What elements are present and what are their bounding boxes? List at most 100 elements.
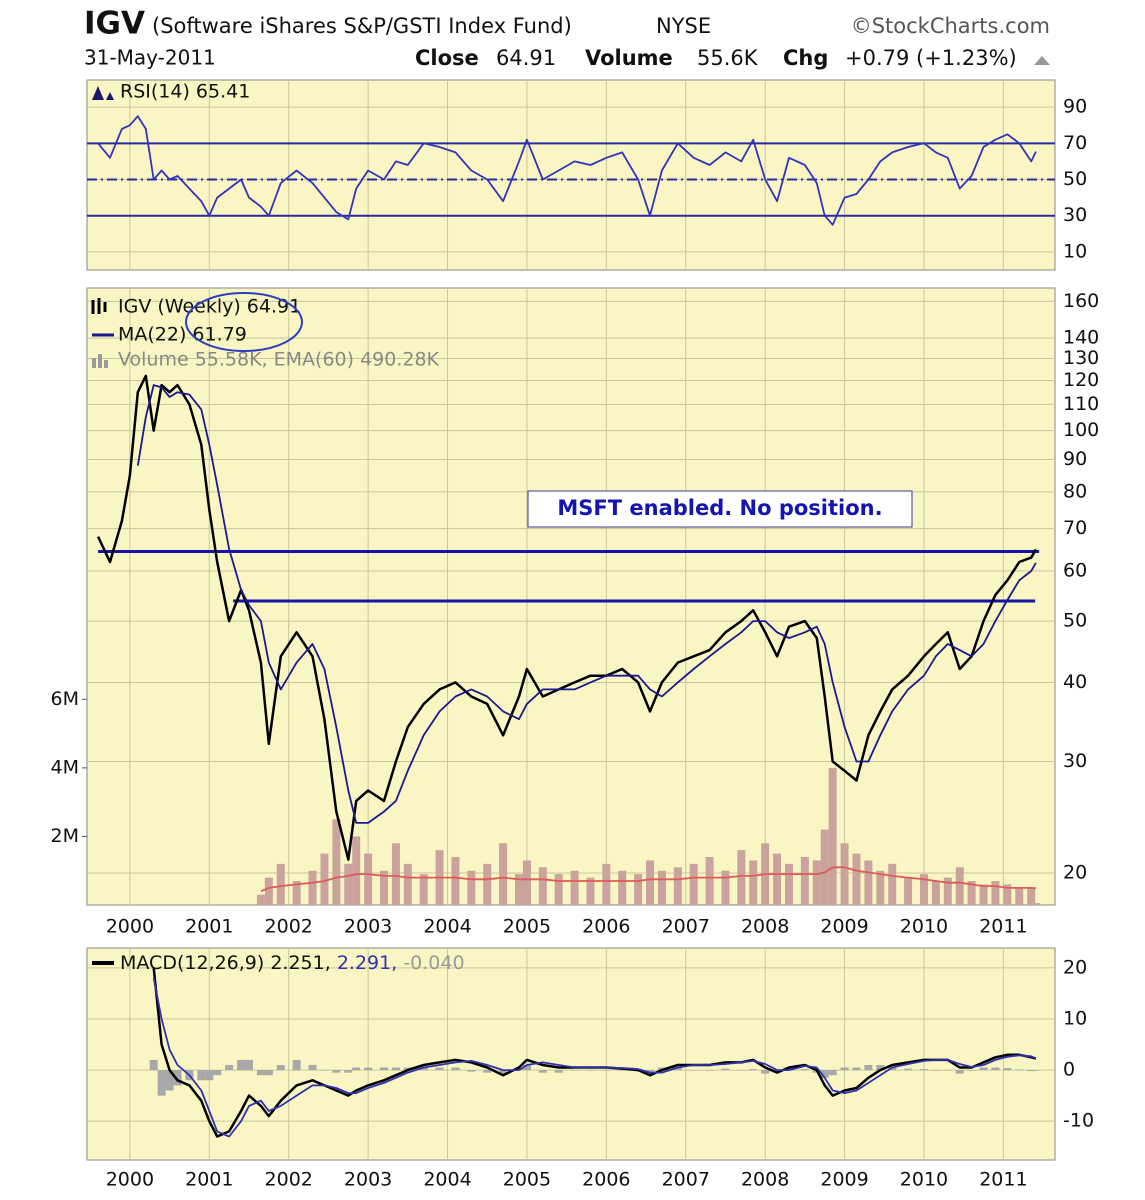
bar xyxy=(646,860,655,905)
y-tick-label: 40 xyxy=(1063,671,1087,693)
x-tick-label: 2005 xyxy=(503,916,551,938)
legend-text: IGV (Weekly) 64.91 xyxy=(118,296,301,318)
y-tick-label: 110 xyxy=(1063,393,1099,415)
bar xyxy=(344,1070,353,1073)
x-tick-label: 2000 xyxy=(106,916,154,938)
bar xyxy=(1015,887,1024,905)
bar xyxy=(705,1070,714,1071)
bar xyxy=(864,1064,873,1071)
stat-value: +0.79 (+1.23%) xyxy=(845,46,1017,70)
bar xyxy=(967,1070,976,1071)
bar xyxy=(721,1068,730,1071)
bar xyxy=(967,881,976,905)
stat-value: 64.91 xyxy=(496,46,556,70)
bar xyxy=(165,1070,174,1091)
y-tick-label: 160 xyxy=(1063,290,1099,312)
bar xyxy=(554,1070,563,1073)
bar xyxy=(332,819,341,905)
bar xyxy=(852,1067,861,1071)
y-tick-label: 0 xyxy=(1063,1059,1075,1081)
bar xyxy=(943,1070,952,1071)
x-tick-label: 2004 xyxy=(423,1169,471,1191)
bar xyxy=(320,853,329,905)
bar xyxy=(737,850,746,905)
bar xyxy=(554,874,563,905)
y-tick-label: 90 xyxy=(1063,96,1087,118)
y-tick-label: 70 xyxy=(1063,132,1087,154)
bar xyxy=(213,1070,222,1076)
up-arrow xyxy=(1034,56,1050,65)
y-tick-label: 80 xyxy=(1063,480,1087,502)
bar xyxy=(467,1070,476,1072)
bar xyxy=(955,1070,964,1074)
bar xyxy=(364,1067,373,1071)
bar xyxy=(761,1070,770,1074)
y-tick-label: 140 xyxy=(1063,327,1099,349)
bar xyxy=(689,863,698,905)
y-tick-label: 10 xyxy=(1063,1008,1087,1030)
bar xyxy=(602,863,611,905)
bar xyxy=(205,1070,214,1081)
bar xyxy=(522,860,531,905)
bar xyxy=(784,863,793,905)
x-tick-label: 2002 xyxy=(265,1169,313,1191)
annotation-box xyxy=(527,490,913,528)
bar xyxy=(538,1070,547,1073)
y-tick-label: 50 xyxy=(1063,168,1087,190)
bar xyxy=(673,867,682,905)
bar xyxy=(931,881,940,905)
bar xyxy=(256,1070,265,1076)
y2-tick-label: 2M xyxy=(51,825,79,847)
bar xyxy=(538,867,547,905)
bar xyxy=(773,853,782,905)
panel-bg xyxy=(86,287,1056,906)
x-tick-label: 2001 xyxy=(185,916,233,938)
bar xyxy=(991,1067,1000,1071)
y-tick-label: 120 xyxy=(1063,369,1099,391)
bar xyxy=(1031,1070,1040,1071)
y-tick-label: -10 xyxy=(1063,1110,1094,1132)
legend-text: RSI(14) 65.41 xyxy=(120,81,250,103)
y2-tick-label: 4M xyxy=(51,756,79,778)
bar xyxy=(276,1064,285,1071)
bar xyxy=(149,1059,158,1071)
series-line xyxy=(260,866,1036,893)
bar xyxy=(451,1067,460,1071)
bar xyxy=(1031,903,1040,905)
bar xyxy=(888,1067,897,1071)
series-line xyxy=(136,384,1037,824)
bar xyxy=(292,1059,301,1071)
bar xyxy=(344,863,353,905)
bar xyxy=(904,1068,913,1071)
bar xyxy=(586,877,595,905)
x-tick-label: 2004 xyxy=(423,916,471,938)
bar xyxy=(979,884,988,905)
bar xyxy=(364,853,373,905)
bar xyxy=(1003,1068,1012,1071)
bar xyxy=(1003,884,1012,905)
bar xyxy=(749,860,758,905)
fund-name: (Software iShares S&P/GSTI Index Fund) xyxy=(152,14,572,38)
bar xyxy=(820,829,829,905)
bar xyxy=(292,881,301,905)
x-tick-label: 2005 xyxy=(503,1169,551,1191)
legend-text: 2.291, xyxy=(337,952,397,974)
bar xyxy=(618,1070,627,1071)
stat-label: Chg xyxy=(783,46,828,70)
x-tick-label: 2003 xyxy=(344,916,392,938)
bar xyxy=(522,1064,531,1071)
bar xyxy=(646,1070,655,1073)
bar xyxy=(828,767,837,905)
bar xyxy=(499,1070,508,1076)
highlight-ellipse xyxy=(185,292,303,352)
bar xyxy=(904,877,913,905)
bar xyxy=(852,853,861,905)
x-tick-label: 2008 xyxy=(741,1169,789,1191)
series-line xyxy=(96,374,1037,861)
x-tick-label: 2001 xyxy=(185,1169,233,1191)
x-tick-label: 2003 xyxy=(344,1169,392,1191)
y2-tick-label: 6M xyxy=(51,688,79,710)
bar xyxy=(483,1070,492,1073)
bar xyxy=(256,894,265,905)
panel-bg xyxy=(86,79,1056,271)
